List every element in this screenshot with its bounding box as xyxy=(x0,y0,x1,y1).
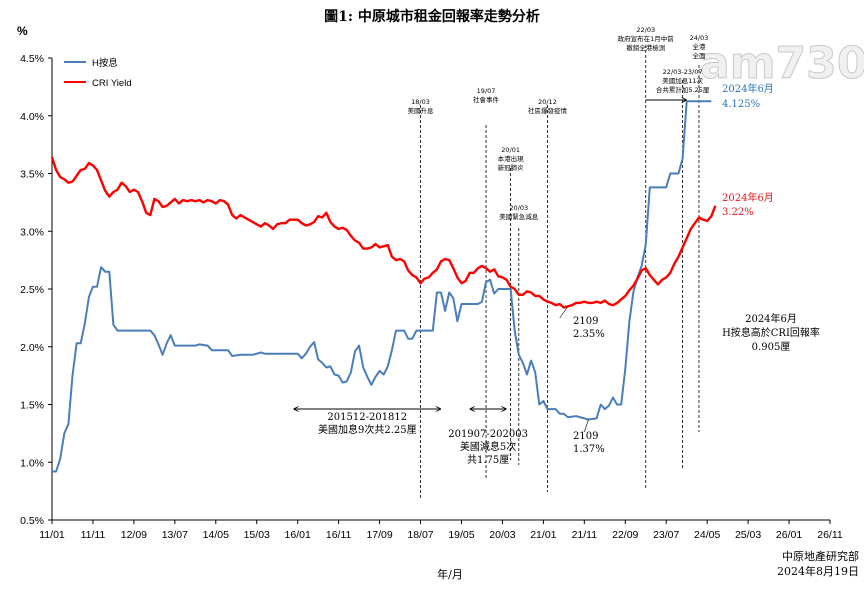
legend-label-cri: CRI Yield xyxy=(92,78,132,89)
period-label: 共1.75厘 xyxy=(467,454,509,466)
callout-hibor-low-date: 2109 xyxy=(573,431,598,442)
x-tick-label: 16/01 xyxy=(285,529,311,541)
x-tick-label: 11/11 xyxy=(81,529,106,541)
y-tick-label: 3.5% xyxy=(20,169,44,181)
chart-title: 圖1: 中原城市租金回報率走勢分析 xyxy=(324,8,540,25)
watermark: am730 xyxy=(700,38,864,89)
legend-label-hibor: H按息 xyxy=(92,57,118,69)
event-label: 全面 xyxy=(692,51,706,60)
event-label: 19/07 xyxy=(477,87,496,95)
period-label: 201512-201812 xyxy=(327,412,407,423)
callout-cri-low-value: 2.35% xyxy=(573,329,605,340)
callout-cri-latest-value: 3.22% xyxy=(722,207,754,218)
event-label: 本港出現 xyxy=(498,154,525,163)
callout-hibor-low-value: 1.37% xyxy=(573,444,605,455)
series-layer xyxy=(50,100,717,473)
spread-note-line-3: 0.905厘 xyxy=(752,341,791,353)
x-tick-label: 26/01 xyxy=(776,529,802,541)
y-tick-label: 3.0% xyxy=(20,226,44,238)
callout-hibor-low-leader xyxy=(584,419,589,433)
callout-cri-latest-date: 2024年6月 xyxy=(722,191,774,204)
x-tick-label: 19/05 xyxy=(448,529,474,541)
event-label: 新冠肺炎 xyxy=(498,163,525,172)
event-label: 社會事件 xyxy=(473,95,500,104)
x-tick-label: 24/05 xyxy=(694,529,720,541)
callout-cri-low: 2109 2.35% xyxy=(573,316,605,340)
y-tick-label: 4.5% xyxy=(20,53,44,65)
event-label: 美國加息11次 xyxy=(662,76,703,85)
x-tick-label: 11/01 xyxy=(39,529,65,541)
event-label: 18/03 xyxy=(411,98,430,106)
y-tick-label: 2.5% xyxy=(20,284,44,296)
x-tick-label: 14/05 xyxy=(203,529,229,541)
event-label: 22/03 xyxy=(636,26,655,34)
event-label: 合共累計加5.25厘 xyxy=(656,85,710,94)
y-tick-label: 2.0% xyxy=(20,342,44,354)
event-label: 全港 xyxy=(692,42,706,51)
event-label: 美國升息 xyxy=(408,106,435,115)
event-label: 政府宣布在1月中前 xyxy=(618,34,675,43)
callout-hibor-latest-date: 2024年6月 xyxy=(722,82,774,95)
legend: H按息 CRI Yield xyxy=(64,57,132,89)
event-label: 22/03-23/07 xyxy=(663,68,703,76)
event-label: 20/01 xyxy=(501,146,520,154)
y-tick-label: 4.0% xyxy=(20,111,44,123)
x-tick-label: 25/03 xyxy=(735,529,761,541)
x-tick-labels: 11/01 11/11 12/09 13/07 14/05 15/03 16/01 16/11… xyxy=(39,529,843,541)
callout-cri-latest: 2024年6月 3.22% xyxy=(722,191,774,218)
callout-hibor-low: 2109 1.37% xyxy=(573,431,605,455)
event-label: 撤銷全港檢測 xyxy=(626,43,665,52)
x-tick-label: 13/07 xyxy=(162,529,188,541)
period-label: 美國減息5次 xyxy=(460,440,516,453)
spread-note-line-1: 2024年6月 xyxy=(745,312,797,325)
callout-cri-low-date: 2109 xyxy=(573,316,598,327)
period-label: 美國加息9次共2.25厘 xyxy=(318,423,417,436)
event-label: 社區爆發疫情 xyxy=(528,106,568,115)
x-tick-label: 21/01 xyxy=(530,529,556,541)
x-tick-label: 18/07 xyxy=(407,529,433,541)
y-tick-label: 1.5% xyxy=(20,400,44,412)
x-tick-label: 23/07 xyxy=(653,529,679,541)
x-tick-label: 12/09 xyxy=(121,529,147,541)
spread-note: 2024年6月 H按息高於CRI回報率 0.905厘 xyxy=(722,312,820,353)
x-tick-label: 20/03 xyxy=(489,529,515,541)
y-tick-label: 1.0% xyxy=(20,457,44,469)
x-tick-label: 26/11 xyxy=(817,529,843,541)
event-label: 24/03 xyxy=(690,34,709,42)
period-label: 201907-202003 xyxy=(448,429,528,440)
x-tick-label: 17/09 xyxy=(366,529,392,541)
x-tick-label: 16/11 xyxy=(326,529,352,541)
x-tick-label: 15/03 xyxy=(244,529,270,541)
series-line-hibor xyxy=(52,100,712,473)
source-name: 中原地產研究部 xyxy=(782,549,859,563)
spread-note-line-2: H按息高於CRI回報率 xyxy=(722,326,820,339)
series-line-cri xyxy=(50,156,717,309)
y-tick-labels: 0.5% 1.0% 1.5% 2.0% 2.5% 3.0% 3.5% 4.0% 4.5% xyxy=(20,53,44,527)
event-label: 美國緊急減息 xyxy=(499,212,539,221)
y-unit-label: % xyxy=(17,24,28,38)
x-tick-label: 22/09 xyxy=(612,529,638,541)
source-date: 2024年8月19日 xyxy=(777,564,859,578)
callout-hibor-latest-value: 4.125% xyxy=(722,99,760,110)
x-tick-label: 21/11 xyxy=(572,529,598,541)
y-tick-label: 0.5% xyxy=(20,515,44,527)
axes xyxy=(48,57,831,524)
callout-hibor-latest: 2024年6月 4.125% xyxy=(722,82,774,110)
x-axis-label: 年/月 xyxy=(437,567,463,581)
event-label: 20/12 xyxy=(538,98,557,106)
callout-cri-low-leader xyxy=(559,306,569,319)
event-label: 20/03 xyxy=(509,204,528,212)
